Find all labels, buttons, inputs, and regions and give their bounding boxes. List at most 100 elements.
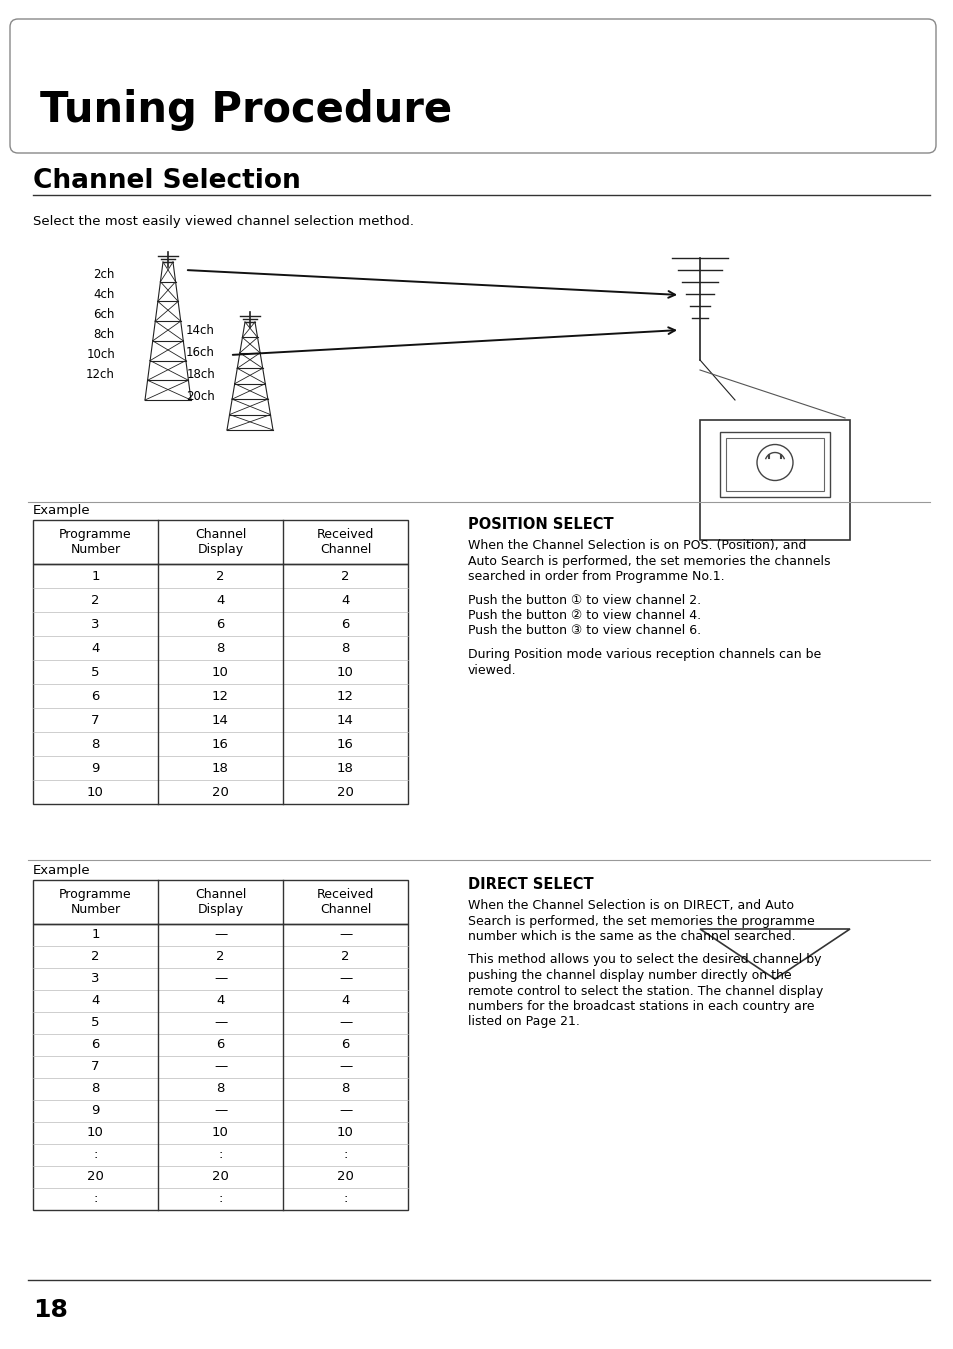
- Text: 10: 10: [87, 785, 104, 799]
- Text: —: —: [213, 928, 227, 942]
- Text: 4: 4: [91, 994, 99, 1008]
- Text: This method allows you to select the desired channel by: This method allows you to select the des…: [468, 954, 821, 966]
- Bar: [33, 924, 408, 1210]
- Text: 4: 4: [216, 994, 225, 1008]
- Text: Programme
Number: Programme Number: [59, 527, 132, 556]
- Text: Example: Example: [33, 505, 91, 517]
- Text: —: —: [213, 1105, 227, 1117]
- Text: —: —: [213, 1017, 227, 1029]
- Text: 7: 7: [91, 714, 100, 727]
- Text: 12: 12: [212, 689, 229, 703]
- Text: 4ch: 4ch: [93, 289, 115, 301]
- Text: 6: 6: [341, 618, 350, 630]
- Text: 2: 2: [91, 951, 100, 963]
- FancyBboxPatch shape: [10, 19, 935, 152]
- Text: —: —: [213, 973, 227, 986]
- Text: remote control to select the station. The channel display: remote control to select the station. Th…: [468, 985, 822, 997]
- Text: 8: 8: [216, 642, 225, 654]
- Text: 6ch: 6ch: [93, 309, 115, 321]
- Text: 20: 20: [212, 1171, 229, 1183]
- Text: Push the button ② to view channel 4.: Push the button ② to view channel 4.: [468, 608, 700, 622]
- Text: 2: 2: [341, 569, 350, 583]
- Text: 4: 4: [91, 642, 99, 654]
- Text: 20: 20: [87, 1171, 104, 1183]
- Text: 8: 8: [341, 642, 350, 654]
- Text: 10: 10: [212, 665, 229, 679]
- Text: 6: 6: [341, 1039, 350, 1051]
- Text: Search is performed, the set memories the programme: Search is performed, the set memories th…: [468, 915, 814, 928]
- Text: —: —: [338, 1105, 352, 1117]
- Text: Auto Search is performed, the set memories the channels: Auto Search is performed, the set memori…: [468, 554, 830, 568]
- Text: 16ch: 16ch: [186, 345, 214, 359]
- Text: 6: 6: [216, 1039, 225, 1051]
- Text: 4: 4: [341, 994, 350, 1008]
- Text: :: :: [93, 1193, 97, 1206]
- Text: 4: 4: [341, 594, 350, 607]
- Text: 7: 7: [91, 1060, 100, 1074]
- Text: 8: 8: [341, 1082, 350, 1095]
- Text: 10: 10: [336, 1126, 354, 1140]
- Text: searched in order from Programme No.1.: searched in order from Programme No.1.: [468, 571, 724, 583]
- Text: 6: 6: [91, 689, 99, 703]
- Text: :: :: [343, 1193, 347, 1206]
- Text: 5: 5: [91, 1017, 100, 1029]
- Bar: [33, 519, 408, 564]
- Text: 12ch: 12ch: [86, 368, 115, 382]
- Text: numbers for the broadcast stations in each country are: numbers for the broadcast stations in ea…: [468, 1000, 814, 1013]
- Text: 1: 1: [91, 569, 100, 583]
- Text: 12: 12: [336, 689, 354, 703]
- Text: 6: 6: [216, 618, 225, 630]
- Text: 18: 18: [212, 761, 229, 774]
- Text: 5: 5: [91, 665, 100, 679]
- Text: 8: 8: [216, 1082, 225, 1095]
- Text: 10ch: 10ch: [86, 348, 115, 362]
- Text: Select the most easily viewed channel selection method.: Select the most easily viewed channel se…: [33, 214, 414, 228]
- Text: Push the button ① to view channel 2.: Push the button ① to view channel 2.: [468, 594, 700, 607]
- Text: 2: 2: [91, 594, 100, 607]
- Text: 4: 4: [216, 594, 225, 607]
- Text: pushing the channel display number directly on the: pushing the channel display number direc…: [468, 969, 791, 982]
- Text: Channel
Display: Channel Display: [194, 527, 246, 556]
- Text: —: —: [338, 928, 352, 942]
- Bar: [700, 420, 849, 540]
- Text: When the Channel Selection is on DIRECT, and Auto: When the Channel Selection is on DIRECT,…: [468, 898, 793, 912]
- Text: When the Channel Selection is on POS. (Position), and: When the Channel Selection is on POS. (P…: [468, 540, 805, 552]
- Text: Received
Channel: Received Channel: [316, 888, 374, 916]
- Text: Programme
Number: Programme Number: [59, 888, 132, 916]
- Text: Received
Channel: Received Channel: [316, 527, 374, 556]
- Text: 16: 16: [212, 738, 229, 750]
- Text: DIRECT SELECT: DIRECT SELECT: [468, 877, 593, 892]
- Text: Push the button ③ to view channel 6.: Push the button ③ to view channel 6.: [468, 625, 700, 638]
- Text: viewed.: viewed.: [468, 664, 517, 676]
- Bar: [33, 880, 408, 924]
- Text: 8: 8: [91, 738, 99, 750]
- Text: Channel
Display: Channel Display: [194, 888, 246, 916]
- Bar: [720, 432, 829, 496]
- Text: POSITION SELECT: POSITION SELECT: [468, 517, 613, 532]
- Text: :: :: [218, 1148, 222, 1161]
- Text: —: —: [213, 1060, 227, 1074]
- Text: 9: 9: [91, 1105, 99, 1117]
- Text: 14: 14: [336, 714, 354, 727]
- Text: —: —: [338, 973, 352, 986]
- Text: 20: 20: [336, 785, 354, 799]
- Text: —: —: [338, 1017, 352, 1029]
- Text: :: :: [93, 1148, 97, 1161]
- Text: number which is the same as the channel searched.: number which is the same as the channel …: [468, 929, 795, 943]
- Text: :: :: [343, 1148, 347, 1161]
- Text: 10: 10: [212, 1126, 229, 1140]
- Text: 14: 14: [212, 714, 229, 727]
- Text: 2ch: 2ch: [93, 268, 115, 282]
- Text: 3: 3: [91, 618, 100, 630]
- Bar: [33, 564, 408, 804]
- Text: 20: 20: [336, 1171, 354, 1183]
- Text: 8: 8: [91, 1082, 99, 1095]
- Text: 1: 1: [91, 928, 100, 942]
- Text: 2: 2: [216, 951, 225, 963]
- Text: 6: 6: [91, 1039, 99, 1051]
- Text: 9: 9: [91, 761, 99, 774]
- Text: 10: 10: [87, 1126, 104, 1140]
- Text: 3: 3: [91, 973, 100, 986]
- Text: Tuning Procedure: Tuning Procedure: [40, 89, 452, 131]
- Text: 18: 18: [33, 1298, 68, 1322]
